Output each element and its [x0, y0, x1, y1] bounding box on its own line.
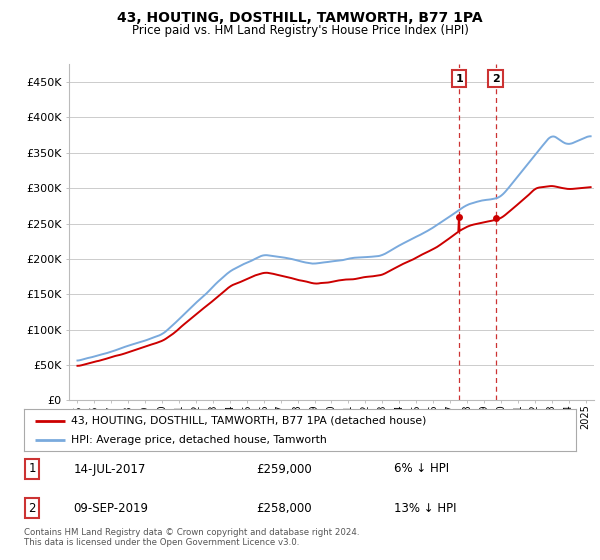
Text: 1: 1 [455, 73, 463, 83]
Text: £258,000: £258,000 [256, 502, 311, 515]
Text: 1: 1 [29, 463, 36, 475]
Text: HPI: Average price, detached house, Tamworth: HPI: Average price, detached house, Tamw… [71, 435, 326, 445]
Text: 13% ↓ HPI: 13% ↓ HPI [394, 502, 457, 515]
Text: 2: 2 [29, 502, 36, 515]
Text: 09-SEP-2019: 09-SEP-2019 [74, 502, 149, 515]
Text: 2: 2 [492, 73, 499, 83]
Text: £259,000: £259,000 [256, 463, 311, 475]
Text: 43, HOUTING, DOSTHILL, TAMWORTH, B77 1PA (detached house): 43, HOUTING, DOSTHILL, TAMWORTH, B77 1PA… [71, 416, 426, 426]
Text: 6% ↓ HPI: 6% ↓ HPI [394, 463, 449, 475]
Text: 43, HOUTING, DOSTHILL, TAMWORTH, B77 1PA: 43, HOUTING, DOSTHILL, TAMWORTH, B77 1PA [117, 11, 483, 25]
Text: Price paid vs. HM Land Registry's House Price Index (HPI): Price paid vs. HM Land Registry's House … [131, 24, 469, 36]
Text: Contains HM Land Registry data © Crown copyright and database right 2024.
This d: Contains HM Land Registry data © Crown c… [24, 528, 359, 547]
Text: 14-JUL-2017: 14-JUL-2017 [74, 463, 146, 475]
